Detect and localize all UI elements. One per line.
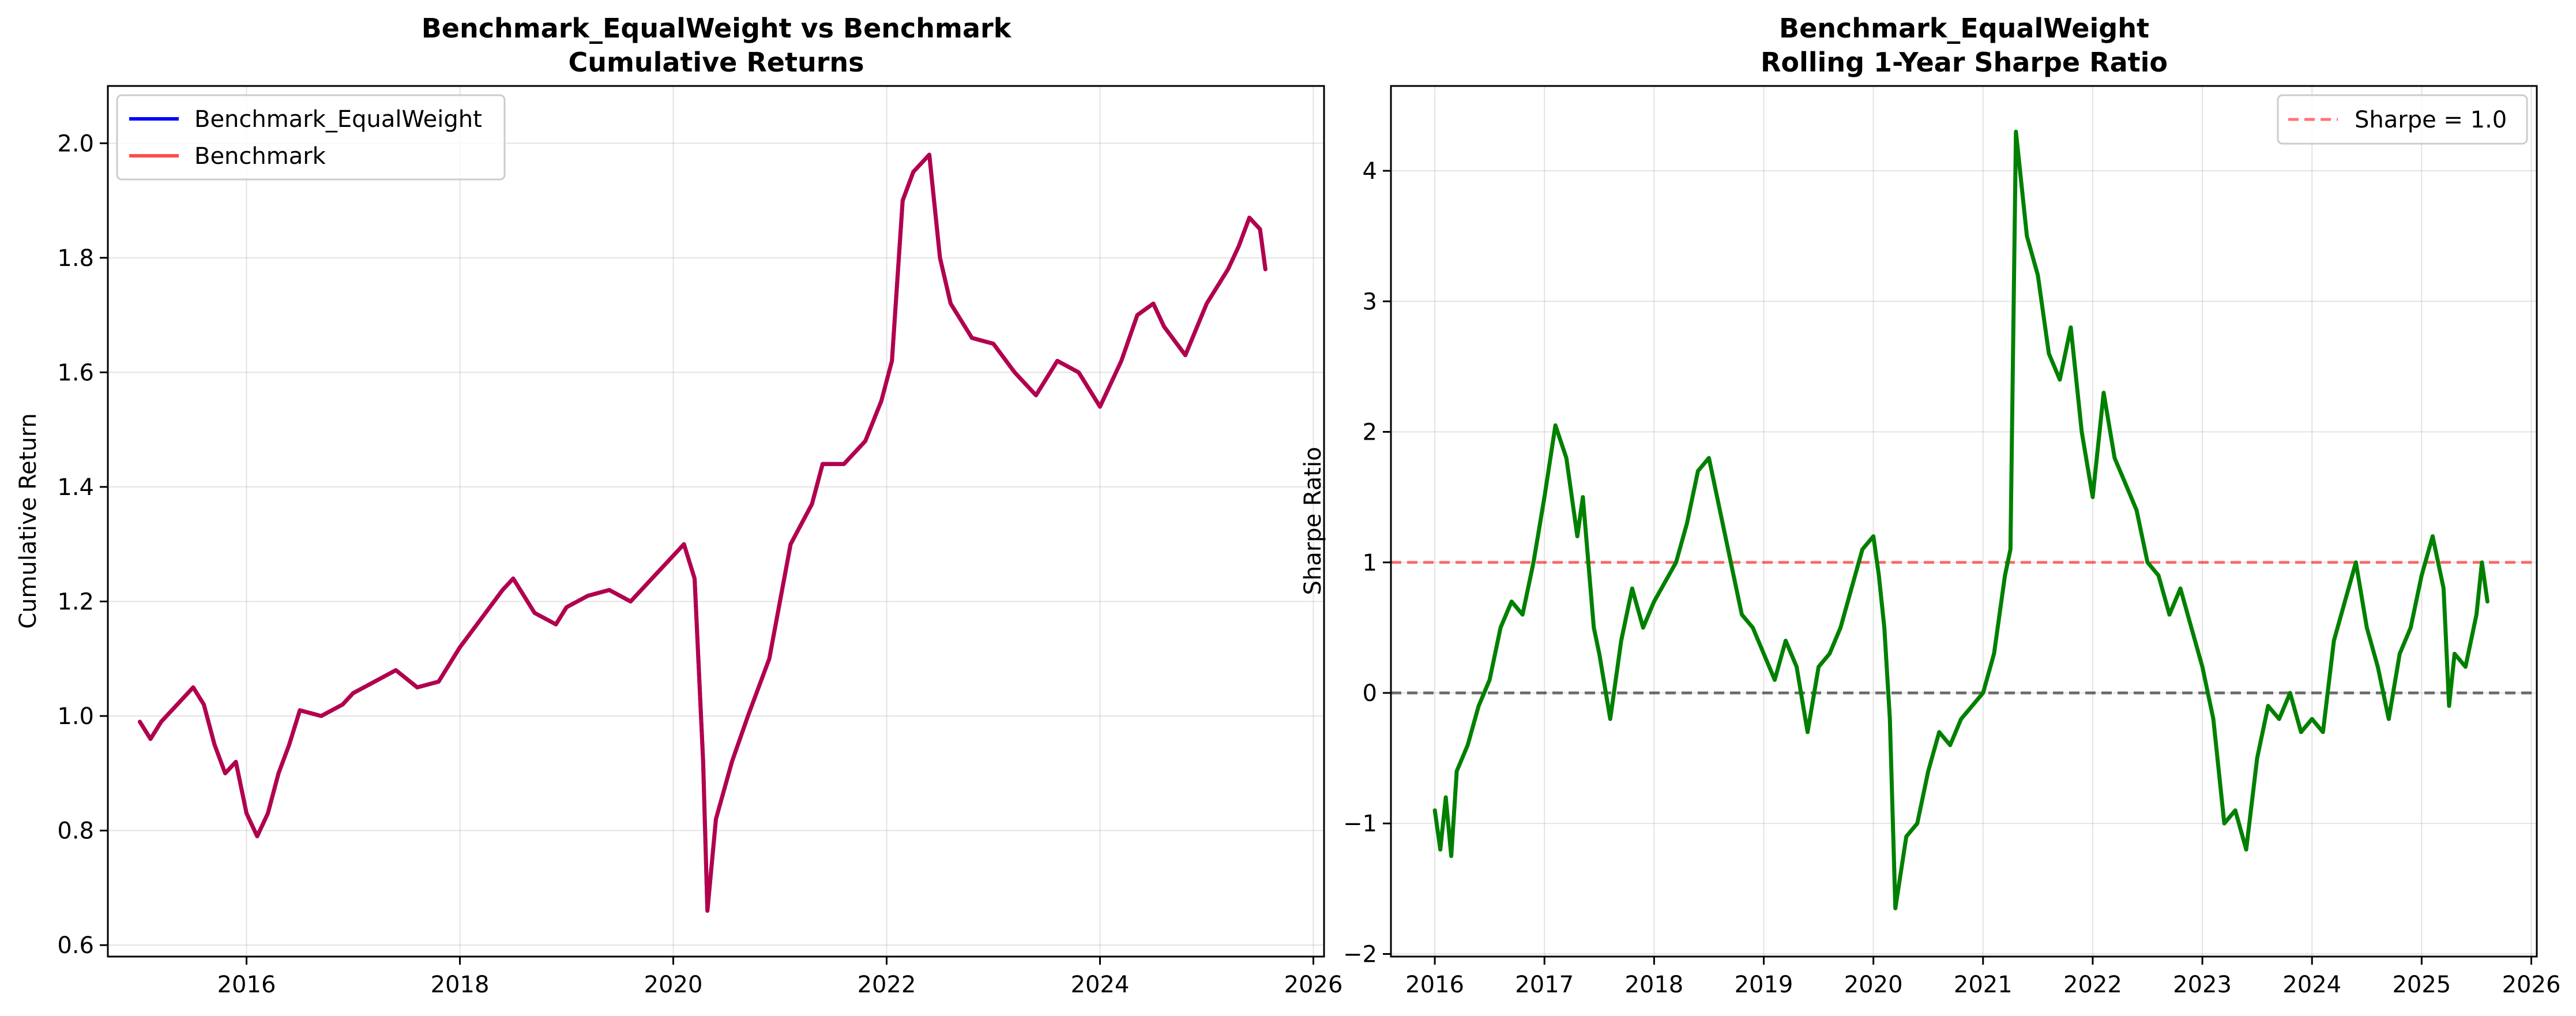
chart-left-grid	[108, 86, 1324, 957]
right-ytick-label-4: 4	[1363, 158, 1377, 185]
chart-left-title: Benchmark_EqualWeight vs Benchmark	[422, 13, 1012, 44]
chart-right-title: Benchmark_EqualWeight	[1779, 13, 2149, 44]
right-ytick-label-1: 1	[1363, 550, 1377, 576]
left-xtick-label-2022: 2022	[858, 972, 916, 998]
left-xtick-label-2026: 2026	[1284, 972, 1343, 998]
left-xtick-label-2018: 2018	[431, 972, 490, 998]
right-xtick-label-2021: 2021	[1954, 972, 2013, 998]
chart-right-subtitle: Rolling 1-Year Sharpe Ratio	[1761, 47, 2168, 78]
chart-right-series-group	[1432, 129, 2489, 910]
chart-right-grid	[1391, 86, 2537, 957]
right-xtick-label-2019: 2019	[1735, 972, 1793, 998]
chart-left-series-group	[138, 152, 1268, 913]
legend-label-benchmark: Benchmark	[194, 143, 326, 170]
left-xtick-label-2024: 2024	[1071, 972, 1130, 998]
chart-left-axes-frame	[107, 85, 1325, 958]
left-series-1	[138, 152, 1268, 913]
right-xtick-label-2026: 2026	[2502, 972, 2561, 998]
chart-right: Benchmark_EqualWeight Rolling 1-Year Sha…	[1300, 13, 2560, 998]
chart-right-legend: Sharpe = 1.0	[2277, 94, 2528, 145]
chart-right-legend-box	[2277, 94, 2528, 145]
chart-right-reference-lines	[1391, 561, 2537, 695]
right-series-0	[1432, 129, 2489, 910]
right-ytick-label-3: 3	[1363, 288, 1377, 315]
left-ytick-label-1.8: 1.8	[57, 245, 94, 272]
chart-left: Benchmark_EqualWeight vs Benchmark Cumul…	[15, 13, 1342, 998]
chart-right-ylabel: Sharpe Ratio	[1300, 447, 1326, 595]
left-xtick-label-2020: 2020	[644, 972, 703, 998]
left-ytick-label-1.6: 1.6	[57, 359, 94, 386]
right-xtick-label-2024: 2024	[2282, 972, 2341, 998]
right-xtick-label-2017: 2017	[1515, 972, 1574, 998]
chart-left-legend-box	[116, 94, 506, 181]
chart-left-ylabel: Cumulative Return	[15, 413, 42, 629]
left-ytick-label-0.6: 0.6	[57, 932, 94, 959]
left-ytick-label-0.8: 0.8	[57, 818, 94, 845]
right-ytick-label-0: 0	[1363, 680, 1377, 707]
right-xtick-label-2023: 2023	[2173, 972, 2232, 998]
legend-label-benchmark-equalweight: Benchmark_EqualWeight	[194, 106, 482, 133]
left-ytick-label-1: 1.0	[57, 703, 94, 730]
right-xtick-label-2016: 2016	[1405, 972, 1464, 998]
left-ytick-label-1.2: 1.2	[57, 588, 94, 615]
chart-right-ticks: 2016 2017 2018 2019 2020 2021 2022 2023 2024 2025…	[1343, 158, 2560, 998]
chart-left-subtitle: Cumulative Returns	[568, 47, 864, 78]
left-ytick-label-2: 2.0	[57, 130, 94, 157]
left-xtick-label-2016: 2016	[217, 972, 276, 998]
right-xtick-label-2025: 2025	[2392, 972, 2451, 998]
legend-label-sharpe-1: Sharpe = 1.0	[2355, 107, 2507, 133]
right-xtick-label-2022: 2022	[2063, 972, 2122, 998]
chart-right-axes-frame	[1390, 85, 2538, 958]
chart-left-legend: Benchmark_EqualWeight Benchmark	[116, 94, 506, 181]
left-ytick-label-1.4: 1.4	[57, 474, 94, 501]
right-ytick-label--2: −2	[1343, 941, 1377, 968]
chart-left-ticks: 2016 2018 2020 2022 2024 2026 0.6 0.8 1.0 1.2 1.4 1…	[57, 130, 1342, 998]
right-xtick-label-2018: 2018	[1624, 972, 1683, 998]
right-xtick-label-2020: 2020	[1844, 972, 1903, 998]
right-ytick-label--1: −1	[1343, 811, 1377, 837]
right-ytick-label-2: 2	[1363, 419, 1377, 446]
